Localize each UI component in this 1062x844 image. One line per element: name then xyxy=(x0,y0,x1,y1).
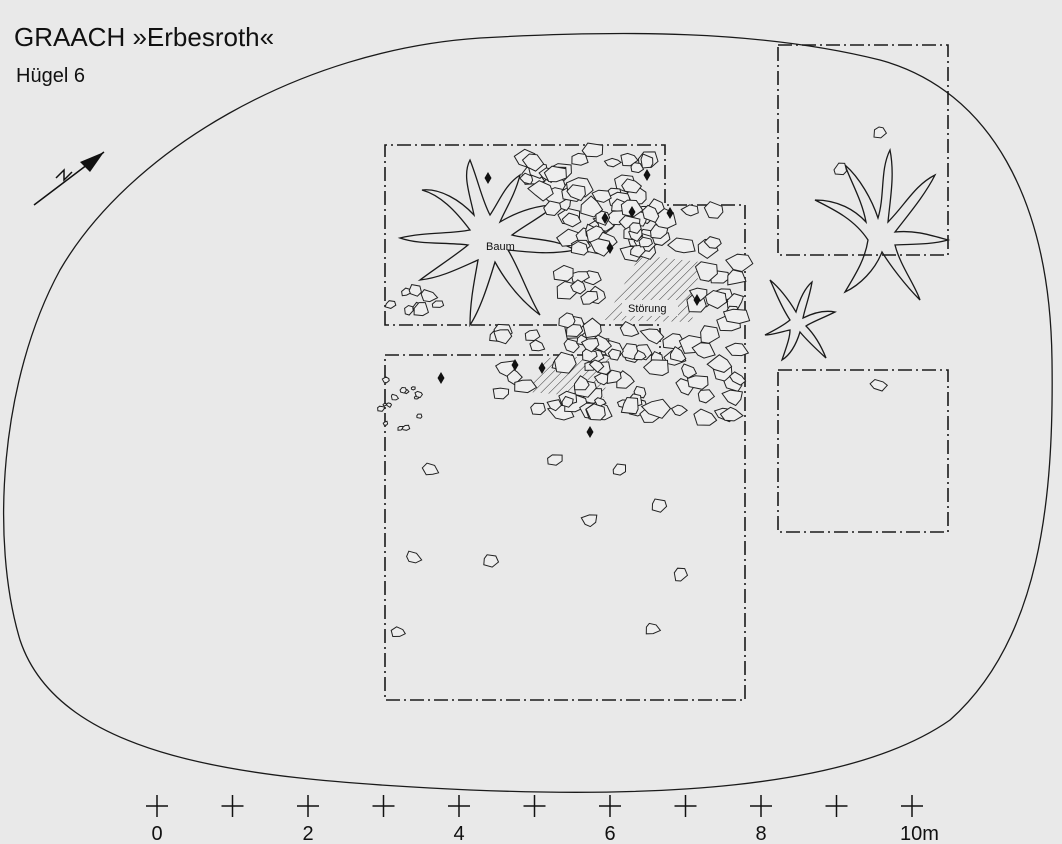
stone xyxy=(688,376,709,390)
tree-label: Baum xyxy=(486,241,515,253)
stone xyxy=(608,349,620,360)
page: {"header": {"title": "GRAACH »Erbesroth«… xyxy=(0,0,1062,844)
stone xyxy=(724,309,750,323)
disturbance-label: Störung xyxy=(628,303,667,315)
stone xyxy=(639,237,652,247)
scale-label: 6 xyxy=(604,823,615,844)
scale-label: 10m xyxy=(900,823,939,844)
scale-label: 2 xyxy=(302,823,313,844)
title: GRAACH »Erbesroth« xyxy=(14,22,274,52)
scale-label: 4 xyxy=(453,823,464,844)
stone xyxy=(531,403,546,414)
subtitle: Hügel 6 xyxy=(16,65,85,87)
scale-label: 8 xyxy=(755,823,766,844)
background xyxy=(0,0,1062,844)
stone xyxy=(383,403,386,406)
plan: GRAACH »Erbesroth« Hügel 6 Baum Störung … xyxy=(0,0,1062,844)
stone xyxy=(417,414,422,418)
stone xyxy=(415,391,422,397)
stone xyxy=(411,387,415,390)
scale-label: 0 xyxy=(151,823,162,844)
stone xyxy=(400,388,406,394)
